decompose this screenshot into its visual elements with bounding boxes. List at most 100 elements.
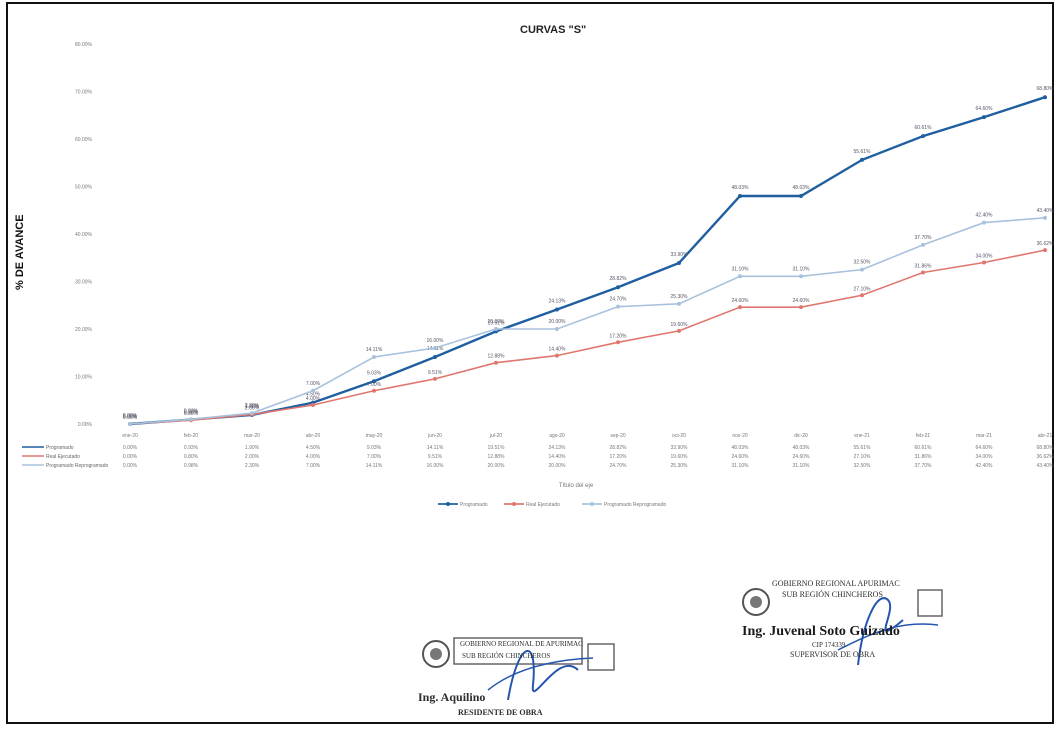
series-line-0 (129, 96, 1046, 426)
data-label: 7.00% (367, 382, 382, 388)
table-cell: 24.60% (793, 454, 811, 460)
data-label: 20.00% (488, 319, 506, 325)
data-point (921, 270, 925, 275)
data-label: 0.93% (184, 409, 199, 415)
data-label: 20.00% (549, 319, 567, 325)
data-label: 64.60% (976, 106, 994, 112)
data-label: 24.60% (793, 298, 811, 304)
left-stamp-sub: SUB REGIÓN CHINCHEROS (462, 652, 551, 660)
x-tick-label: jul-20 (489, 433, 502, 439)
data-label: 0.80% (184, 411, 199, 417)
data-point (372, 388, 376, 393)
data-label: 9.03% (367, 370, 382, 376)
x-tick-label: may-20 (366, 433, 383, 439)
x-tick-label: ene-20 (122, 433, 138, 439)
data-label: 34.00% (976, 254, 994, 260)
left-stamp-org: GOBIERNO REGIONAL DE APURIMAC (460, 640, 583, 648)
table-cell: 60.61% (915, 445, 933, 451)
data-point (433, 376, 437, 381)
y-tick-label: 60.00% (75, 137, 93, 143)
x-tick-label: dic-20 (794, 433, 808, 439)
data-point (128, 422, 132, 426)
data-label: 1.90% (245, 404, 260, 410)
data-label: 55.61% (854, 149, 872, 155)
data-label: 0.00% (123, 413, 138, 419)
data-point (799, 274, 803, 279)
data-label: 9.51% (428, 370, 443, 376)
data-point (738, 274, 742, 279)
data-point (372, 379, 376, 384)
x-tick-label: jun-20 (427, 433, 442, 439)
y-tick-label: 40.00% (75, 232, 93, 238)
data-label: 19.60% (671, 322, 689, 328)
table-cell: 1.90% (245, 445, 260, 451)
table-cell: 24.70% (610, 463, 628, 469)
data-point (433, 346, 437, 350)
legend-label: Programado Reprogramado (604, 502, 666, 508)
data-point (738, 194, 742, 198)
data-label: 0.00% (123, 415, 138, 421)
y-tick-label: 70.00% (75, 90, 93, 96)
table-cell: 43.40% (1037, 463, 1055, 469)
data-point (799, 194, 803, 198)
data-label: 37.70% (915, 235, 933, 241)
table-cell: 7.00% (367, 454, 382, 460)
data-label: 4.50% (306, 392, 321, 398)
left-signer-role: RESIDENTE DE OBRA (458, 708, 543, 717)
y-tick-label: 0.00% (78, 422, 93, 428)
data-point (616, 304, 620, 309)
y-tick-label: 80.00% (75, 42, 93, 48)
legend-marker (512, 502, 516, 506)
table-cell: 24.60% (732, 454, 750, 460)
table-cell: 48.03% (793, 445, 811, 451)
table-cell: 31.10% (793, 463, 811, 469)
table-cell: 28.82% (610, 445, 628, 451)
data-point (189, 417, 193, 422)
data-point (860, 293, 864, 298)
data-label: 42.40% (976, 213, 994, 219)
table-cell: 16.00% (427, 463, 445, 469)
table-cell: 12.88% (488, 454, 506, 460)
data-point (677, 328, 681, 333)
data-point (616, 285, 620, 290)
table-cell: 48.03% (732, 445, 750, 451)
data-label: 2.30% (245, 403, 260, 409)
data-label: 19.51% (488, 320, 506, 326)
data-label: 31.10% (793, 266, 811, 272)
table-cell: 17.20% (610, 454, 628, 460)
legend-marker (590, 502, 594, 506)
series-line-1 (129, 249, 1046, 425)
table-cell: 7.00% (306, 463, 321, 469)
table-cell: 0.00% (123, 454, 138, 460)
data-label: 25.30% (671, 294, 689, 300)
data-point (1043, 95, 1047, 100)
data-label: 24.13% (549, 299, 567, 305)
table-cell: 27.10% (854, 454, 872, 460)
table-cell: 0.80% (184, 454, 199, 460)
data-point (433, 355, 437, 360)
data-label: 24.60% (732, 298, 750, 304)
x-tick-label: ene-21 (854, 433, 870, 439)
table-series-name: Programado (46, 445, 74, 451)
x-tick-label: feb-20 (184, 433, 198, 439)
data-point (1043, 215, 1047, 220)
right-signer-name: Ing. Juvenal Soto Guizado (742, 624, 900, 639)
x-tick-label: nov-20 (732, 433, 748, 439)
x-tick-label: abr-20 (306, 433, 321, 439)
data-point (311, 388, 315, 393)
table-cell: 37.70% (915, 463, 933, 469)
legend-marker (446, 502, 450, 506)
table-cell: 68.80% (1037, 445, 1055, 451)
document-page (6, 2, 1054, 724)
data-label: 48.03% (732, 185, 750, 191)
table-cell: 20.00% (549, 463, 567, 469)
data-point (982, 220, 986, 225)
data-label: 31.10% (732, 266, 750, 272)
left-signer-name: Ing. Aquilino (418, 690, 486, 704)
x-tick-label: mar-20 (244, 433, 260, 439)
data-point (982, 260, 986, 265)
table-cell: 32.50% (854, 463, 872, 469)
data-point (311, 403, 315, 407)
data-point (555, 353, 559, 358)
table-cell: 31.10% (732, 463, 750, 469)
